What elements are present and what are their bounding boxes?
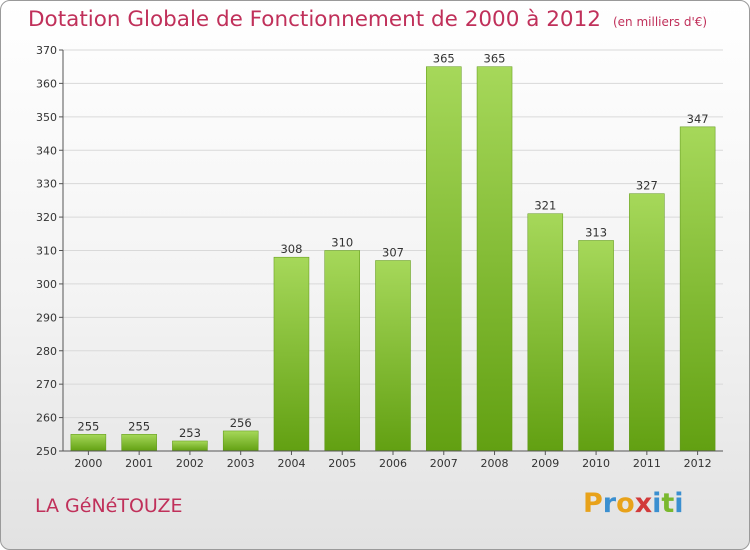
y-tick-label: 340 bbox=[36, 144, 57, 157]
x-tick-label: 2011 bbox=[633, 457, 661, 470]
y-tick-label: 270 bbox=[36, 378, 57, 391]
x-axis-ticks: 2000 2001 2002 2003 2004 2005 2006 2007 2008 2009… bbox=[74, 451, 712, 470]
logo-letter: P bbox=[583, 488, 603, 519]
data-labels: 255 255 253 256 308 310 307 365 365 321 313 327 347 bbox=[77, 52, 708, 440]
bar-2004 bbox=[273, 256, 310, 452]
chart-subtitle: (en milliers d'€) bbox=[612, 15, 708, 29]
y-tick-label: 260 bbox=[36, 412, 57, 425]
x-tick-label: 2008 bbox=[481, 457, 509, 470]
data-label: 365 bbox=[484, 52, 506, 66]
y-tick-label: 370 bbox=[36, 44, 57, 57]
chart-title: Dotation Globale de Fonctionnement de 20… bbox=[28, 7, 707, 32]
bar-2003 bbox=[222, 430, 259, 452]
bar-2001 bbox=[121, 434, 157, 452]
x-tick-label: 2001 bbox=[125, 457, 153, 470]
data-label: 253 bbox=[179, 426, 201, 440]
x-tick-label: 2003 bbox=[227, 457, 255, 470]
bar-2000 bbox=[70, 434, 107, 452]
y-tick-label: 310 bbox=[36, 245, 57, 258]
y-tick-label: 320 bbox=[36, 211, 57, 224]
x-tick-label: 2004 bbox=[277, 457, 305, 470]
x-tick-label: 2012 bbox=[684, 457, 712, 470]
y-tick-label: 250 bbox=[36, 445, 57, 458]
bar-2009 bbox=[527, 213, 564, 452]
data-label: 347 bbox=[687, 112, 709, 126]
bar-2005 bbox=[324, 250, 360, 452]
logo-letter: o bbox=[616, 488, 635, 519]
bar-2012 bbox=[679, 126, 716, 452]
y-tick-label: 350 bbox=[36, 111, 57, 124]
bar-2007 bbox=[426, 66, 462, 452]
data-label: 327 bbox=[636, 179, 658, 193]
bar-2010 bbox=[578, 240, 614, 452]
title-text: Dotation Globale de Fonctionnement de 20… bbox=[28, 7, 601, 32]
logo-letter: r bbox=[602, 488, 617, 519]
x-tick-label: 2000 bbox=[74, 457, 102, 470]
data-label: 256 bbox=[230, 416, 252, 430]
y-axis-ticks: 250 260 270 280 290 300 310 320 330 340 350 360 370 bbox=[36, 44, 63, 458]
logo-letter: x bbox=[634, 488, 653, 519]
data-label: 365 bbox=[433, 52, 455, 66]
data-label: 310 bbox=[331, 236, 353, 250]
x-tick-label: 2005 bbox=[328, 457, 356, 470]
data-label: 255 bbox=[128, 419, 150, 433]
y-tick-label: 300 bbox=[36, 278, 57, 291]
proxiti-logo: Proxiti bbox=[583, 488, 684, 519]
logo-letter: i bbox=[674, 488, 684, 519]
bars bbox=[70, 66, 716, 452]
commune-name: LA GéNéTOUZE bbox=[35, 495, 183, 517]
logo-letter: i bbox=[652, 488, 662, 519]
y-tick-label: 290 bbox=[36, 311, 57, 324]
x-tick-label: 2010 bbox=[582, 457, 610, 470]
y-tick-label: 330 bbox=[36, 178, 57, 191]
data-label: 321 bbox=[534, 199, 556, 213]
x-tick-label: 2007 bbox=[430, 457, 458, 470]
bar-2011 bbox=[629, 193, 665, 452]
y-tick-label: 360 bbox=[36, 77, 57, 90]
bar-2008 bbox=[476, 66, 513, 452]
axes bbox=[62, 50, 723, 452]
data-label: 255 bbox=[77, 419, 99, 433]
data-label: 313 bbox=[585, 225, 607, 239]
y-tick-label: 280 bbox=[36, 345, 57, 358]
x-tick-label: 2002 bbox=[176, 457, 204, 470]
x-tick-label: 2009 bbox=[531, 457, 559, 470]
bar-2002 bbox=[172, 440, 208, 452]
bar-2006 bbox=[375, 260, 411, 452]
data-label: 308 bbox=[280, 242, 302, 256]
data-label: 307 bbox=[382, 246, 404, 260]
logo-letter: t bbox=[661, 488, 675, 519]
x-tick-label: 2006 bbox=[379, 457, 407, 470]
